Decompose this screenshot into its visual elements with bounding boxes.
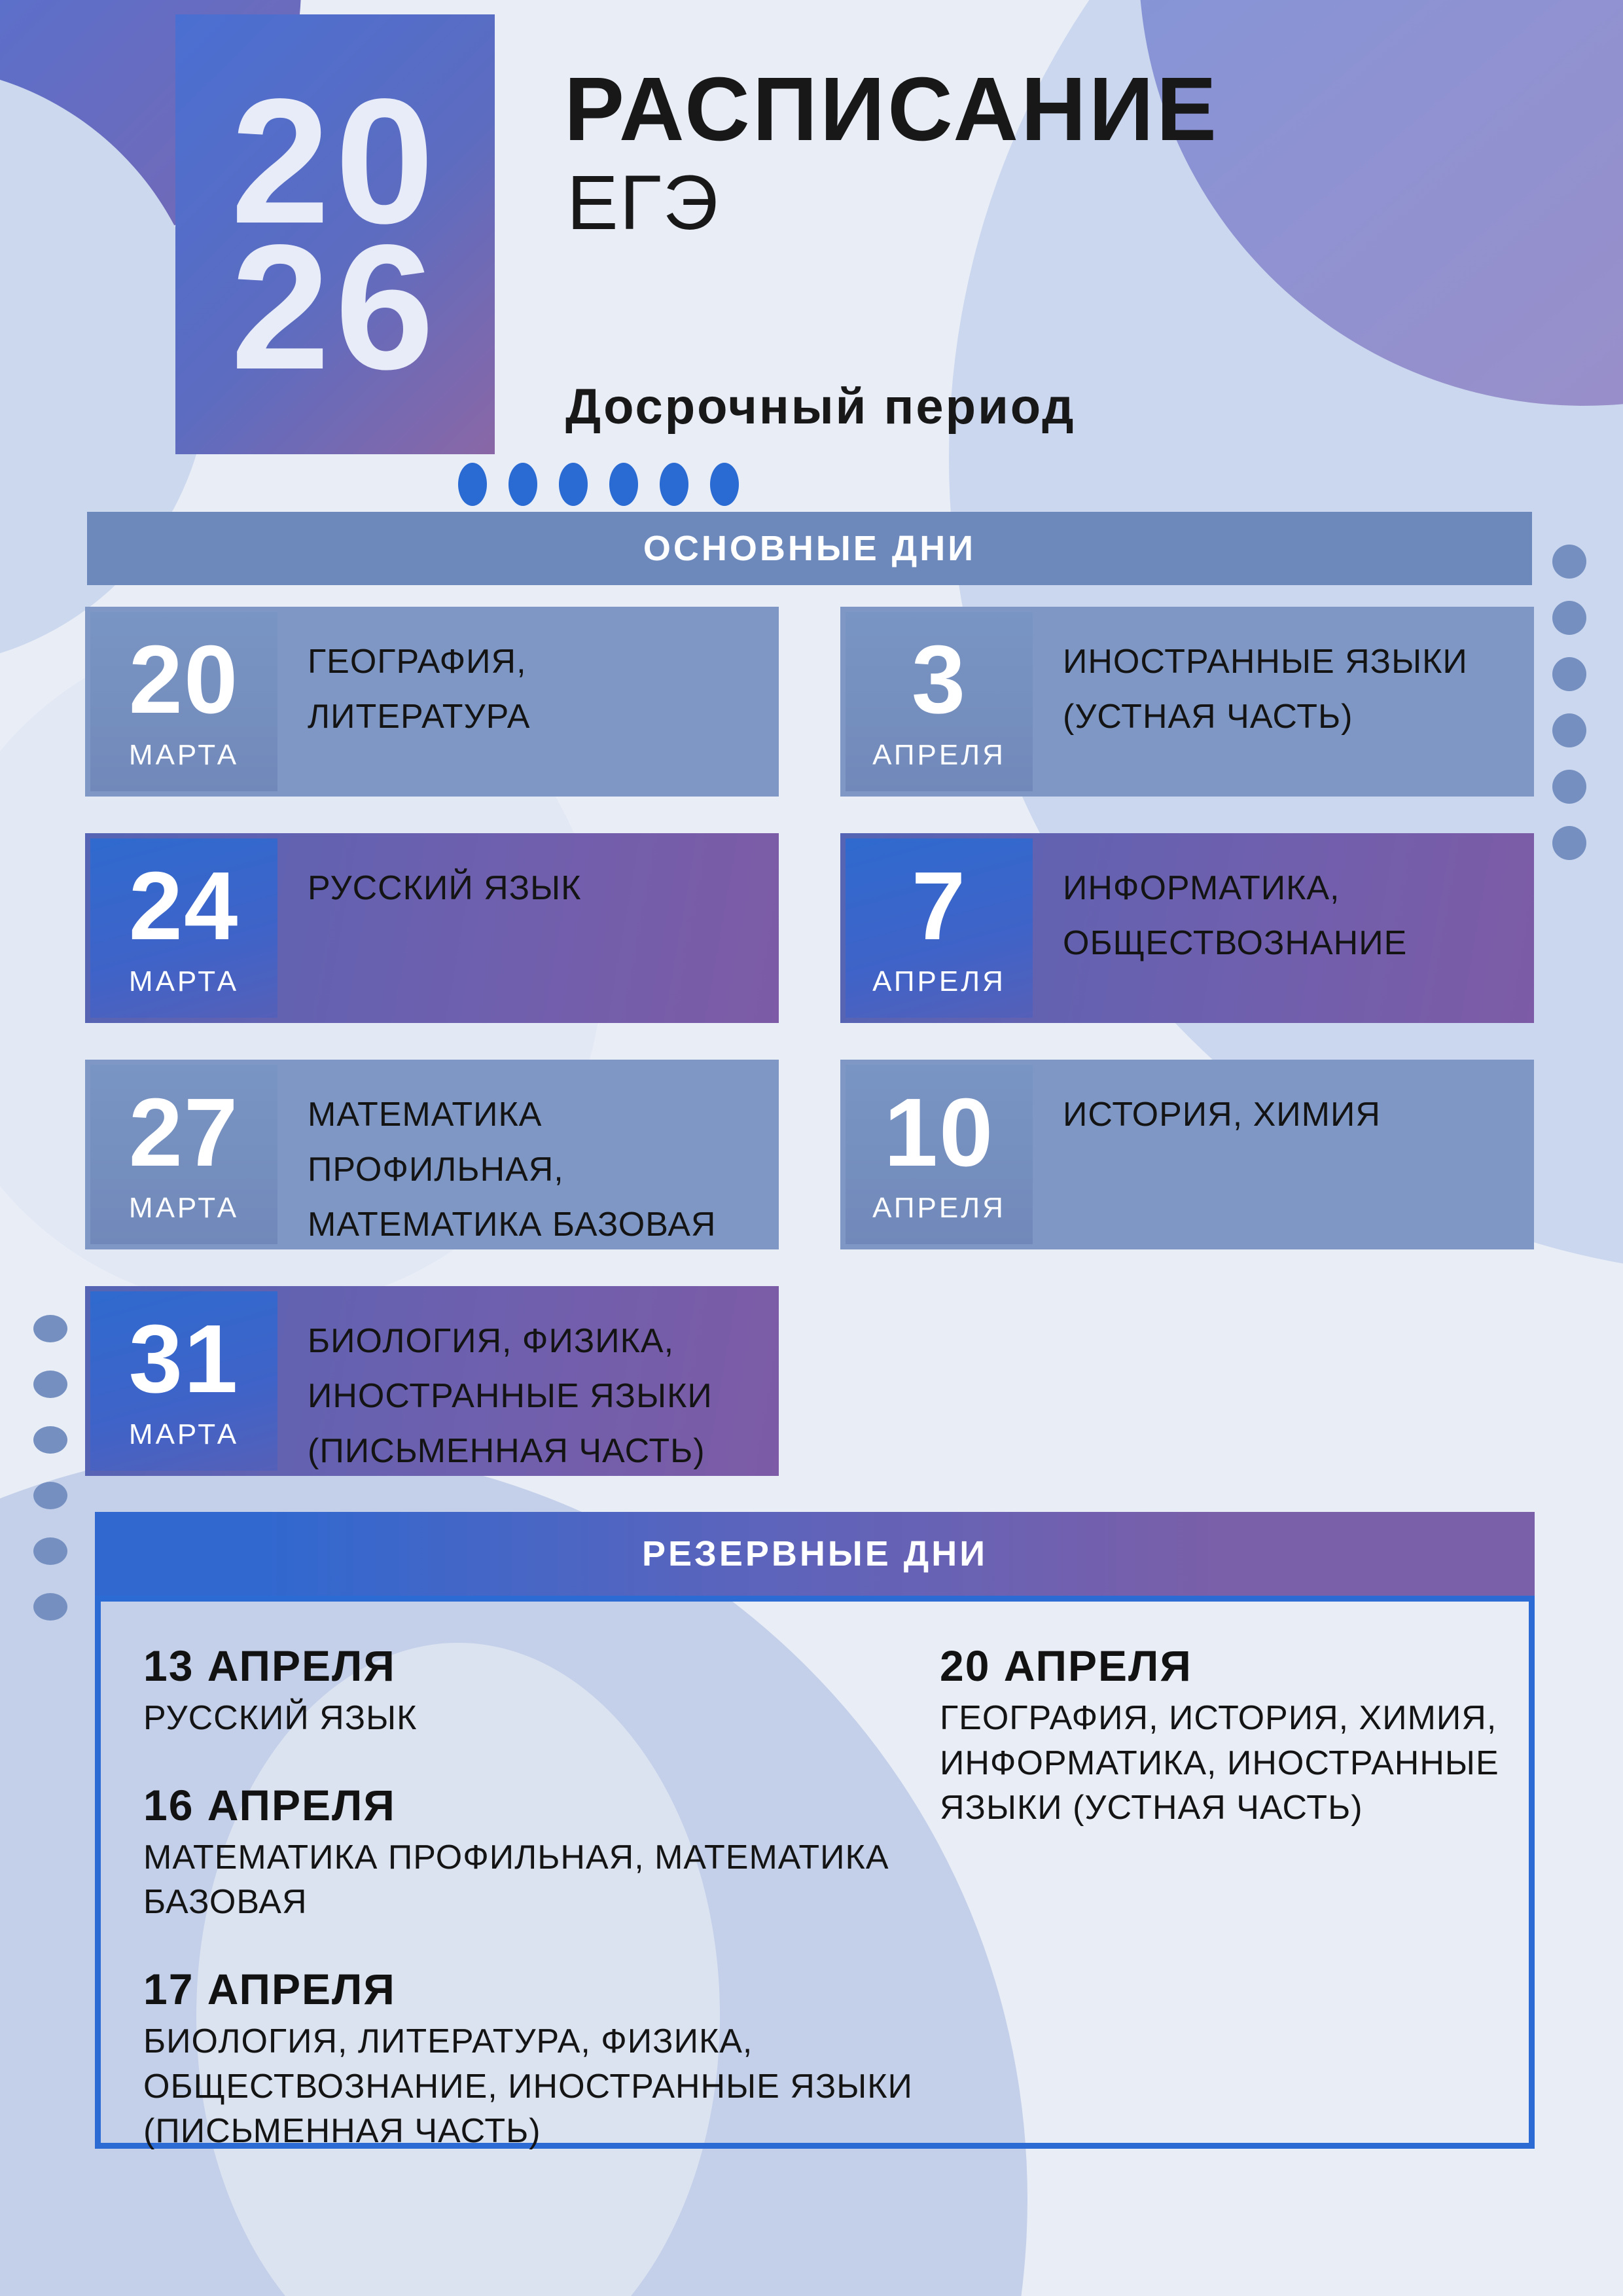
background-ellipse-bottom bbox=[196, 1643, 720, 2296]
date-month: МАРТА bbox=[128, 1192, 240, 1224]
subjects-text: БИОЛОГИЯ, ФИЗИКА, ИНОСТРАННЫЕ ЯЗЫКИ (ПИС… bbox=[308, 1322, 713, 1471]
reserve-column-right: 20 АПРЕЛЯ ГЕОГРАФИЯ, ИСТОРИЯ, ХИМИЯ, ИНФ… bbox=[940, 1641, 1516, 1870]
subjects-text: ИНФОРМАТИКА, ОБЩЕСТВОЗНАНИЕ bbox=[1063, 869, 1408, 963]
date-number: 20 bbox=[128, 626, 240, 734]
decorative-dot bbox=[660, 463, 688, 506]
date-number: 7 bbox=[911, 852, 967, 960]
section-banner-main-days: ОСНОВНЫЕ ДНИ bbox=[87, 512, 1532, 585]
decorative-dot bbox=[1552, 545, 1586, 579]
reserve-subjects: РУССКИЙ ЯЗЫК bbox=[143, 1699, 418, 1737]
date-panel: 20 МАРТА bbox=[90, 612, 277, 791]
reserve-days-box: 13 АПРЕЛЯ РУССКИЙ ЯЗЫК 16 АПРЕЛЯ МАТЕМАТ… bbox=[95, 1596, 1535, 2150]
decorative-dot bbox=[1552, 770, 1586, 804]
year-bottom: 26 bbox=[230, 207, 440, 406]
main-days-grid: 20 МАРТА ГЕОГРАФИЯ, ЛИТЕРАТУРА 3 АПРЕЛЯ … bbox=[85, 607, 1534, 1476]
reserve-item-20-april: 20 АПРЕЛЯ ГЕОГРАФИЯ, ИСТОРИЯ, ХИМИЯ, ИНФ… bbox=[940, 1641, 1516, 1831]
date-panel: 24 МАРТА bbox=[90, 838, 277, 1018]
date-number: 10 bbox=[883, 1079, 995, 1187]
date-number: 3 bbox=[911, 626, 967, 734]
page-title: РАСПИСАНИЕ bbox=[564, 59, 1219, 160]
date-month: МАРТА bbox=[128, 1418, 240, 1450]
decorative-dot bbox=[559, 463, 588, 506]
decorative-dot bbox=[508, 463, 537, 506]
reserve-subjects: ГЕОГРАФИЯ, ИСТОРИЯ, ХИМИЯ, ИНФОРМАТИКА, … bbox=[940, 1699, 1499, 1827]
decorative-dot bbox=[33, 1537, 67, 1565]
year-badge: 20 26 bbox=[175, 14, 495, 454]
date-month: АПРЕЛЯ bbox=[872, 965, 1006, 997]
date-panel: 3 АПРЕЛЯ bbox=[846, 612, 1033, 791]
exam-card-3-april: 3 АПРЕЛЯ ИНОСТРАННЫЕ ЯЗЫКИ (УСТНАЯ ЧАСТЬ… bbox=[840, 607, 1534, 797]
date-panel: 10 АПРЕЛЯ bbox=[846, 1065, 1033, 1244]
reserve-item-17-april: 17 АПРЕЛЯ БИОЛОГИЯ, ЛИТЕРАТУРА, ФИЗИКА, … bbox=[143, 1964, 916, 2154]
decorative-dot bbox=[1552, 657, 1586, 691]
year-top: 20 bbox=[230, 61, 440, 260]
exam-card-27-march: 27 МАРТА МАТЕМАТИКА ПРОФИЛЬНАЯ, МАТЕМАТИ… bbox=[85, 1060, 779, 1249]
date-panel: 7 АПРЕЛЯ bbox=[846, 838, 1033, 1018]
date-panel: 27 МАРТА bbox=[90, 1065, 277, 1244]
exam-card-20-march: 20 МАРТА ГЕОГРАФИЯ, ЛИТЕРАТУРА bbox=[85, 607, 779, 797]
reserve-column-left: 13 АПРЕЛЯ РУССКИЙ ЯЗЫК 16 АПРЕЛЯ МАТЕМАТ… bbox=[143, 1641, 916, 2193]
subjects-text: ИСТОРИЯ, ХИМИЯ bbox=[1063, 1096, 1381, 1134]
date-number: 27 bbox=[128, 1079, 240, 1187]
date-month: АПРЕЛЯ bbox=[872, 739, 1006, 771]
exam-card-10-april: 10 АПРЕЛЯ ИСТОРИЯ, ХИМИЯ bbox=[840, 1060, 1534, 1249]
decorative-dot bbox=[1552, 601, 1586, 635]
decorative-dot bbox=[458, 463, 487, 506]
date-number: 31 bbox=[128, 1305, 240, 1413]
page-period: Досрочный период bbox=[565, 379, 1076, 435]
reserve-date: 16 АПРЕЛЯ bbox=[143, 1780, 396, 1829]
date-number: 24 bbox=[128, 852, 240, 960]
reserve-subjects: МАТЕМАТИКА ПРОФИЛЬНАЯ, МАТЕМАТИКА БАЗОВА… bbox=[143, 1838, 889, 1922]
reserve-item-13-april: 13 АПРЕЛЯ РУССКИЙ ЯЗЫК bbox=[143, 1641, 916, 1741]
reserve-subjects: БИОЛОГИЯ, ЛИТЕРАТУРА, ФИЗИКА, ОБЩЕСТВОЗН… bbox=[143, 2022, 913, 2151]
reserve-date: 20 АПРЕЛЯ bbox=[940, 1641, 1192, 1690]
subjects-text: ГЕОГРАФИЯ, ЛИТЕРАТУРА bbox=[308, 643, 531, 736]
exam-card-7-april: 7 АПРЕЛЯ ИНФОРМАТИКА, ОБЩЕСТВОЗНАНИЕ bbox=[840, 833, 1534, 1023]
decorative-dot bbox=[33, 1426, 67, 1454]
reserve-item-16-april: 16 АПРЕЛЯ МАТЕМАТИКА ПРОФИЛЬНАЯ, МАТЕМАТ… bbox=[143, 1780, 916, 1925]
reserve-date: 17 АПРЕЛЯ bbox=[143, 1964, 396, 2013]
subjects-text: РУССКИЙ ЯЗЫК bbox=[308, 869, 582, 907]
reserve-date: 13 АПРЕЛЯ bbox=[143, 1641, 396, 1690]
page-subtitle: ЕГЭ bbox=[567, 160, 720, 246]
decorative-dot bbox=[33, 1593, 67, 1621]
subjects-text: МАТЕМАТИКА ПРОФИЛЬНАЯ, МАТЕМАТИКА БАЗОВА… bbox=[308, 1096, 717, 1244]
decorative-dot bbox=[710, 463, 739, 506]
section-banner-reserve-days: РЕЗЕРВНЫЕ ДНИ bbox=[95, 1512, 1535, 1596]
decorative-dot bbox=[609, 463, 638, 506]
decorative-dot bbox=[33, 1315, 67, 1342]
date-panel: 31 МАРТА bbox=[90, 1291, 277, 1471]
subjects-text: ИНОСТРАННЫЕ ЯЗЫКИ (УСТНАЯ ЧАСТЬ) bbox=[1063, 643, 1468, 736]
decorative-dot bbox=[33, 1371, 67, 1398]
date-month: АПРЕЛЯ bbox=[872, 1192, 1006, 1224]
decorative-dot bbox=[33, 1482, 67, 1509]
exam-card-24-march: 24 МАРТА РУССКИЙ ЯЗЫК bbox=[85, 833, 779, 1023]
decorative-dot bbox=[1552, 826, 1586, 860]
date-month: МАРТА bbox=[128, 965, 240, 997]
exam-card-31-march: 31 МАРТА БИОЛОГИЯ, ФИЗИКА, ИНОСТРАННЫЕ Я… bbox=[85, 1286, 779, 1476]
date-month: МАРТА bbox=[128, 739, 240, 771]
decorative-dot bbox=[1552, 713, 1586, 747]
